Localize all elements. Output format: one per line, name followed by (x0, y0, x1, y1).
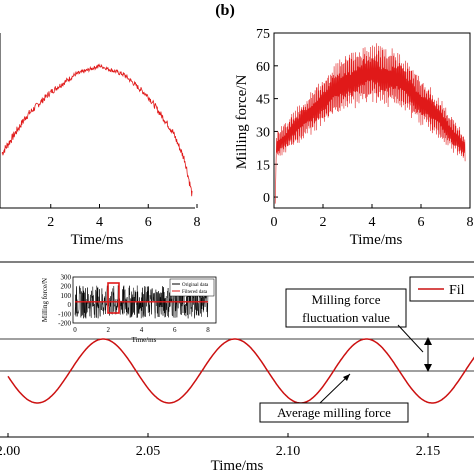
inset-x-label: Time/ms (132, 336, 157, 344)
inset-x-tick-label: 4 (140, 326, 144, 334)
inset-y-tick-label: 0 (68, 301, 72, 309)
fluctuation-box (285, 288, 407, 328)
y-tick-label: 15 (256, 158, 270, 173)
x-tick-label: 4 (96, 215, 103, 230)
panel-b-x-label: Time/ms (350, 232, 403, 248)
fluctuation-annotation: Milling force fluctuation value (285, 288, 432, 372)
inset-highlight-box (107, 282, 120, 314)
panel-b-line (274, 43, 466, 204)
fluctuation-line-1: Milling force (312, 292, 381, 307)
inset-series (74, 285, 209, 319)
y-tick-label: 30 (256, 125, 270, 140)
panel-a: 2 4 6 8 Time/ms (0, 33, 201, 248)
x-tick-label: 2.10 (276, 444, 301, 459)
panel-c-x-label: Time/ms (211, 458, 264, 474)
inset-y-label: Milling force/N (41, 278, 49, 322)
down-arrow-icon (424, 364, 432, 372)
x-tick-label: 6 (145, 215, 152, 230)
panel-a-line (1, 63, 193, 197)
x-tick-label: 4 (369, 215, 376, 230)
panel-c-x-ticks: 2.00 2.05 2.10 2.15 (0, 433, 440, 459)
inset-x-tick-label: 0 (73, 326, 77, 334)
inset-x-tick-label: 8 (206, 326, 210, 334)
up-arrow-icon (424, 337, 432, 345)
y-tick-label: 0 (263, 191, 270, 206)
x-tick-label: 8 (194, 215, 201, 230)
x-tick-label: 2.05 (136, 444, 161, 459)
panel-c-legend: Fil (409, 276, 474, 302)
x-tick-label: 2.00 (0, 444, 20, 459)
inset-legend: Original data Filtered data (169, 278, 215, 297)
inset-original-line (74, 285, 209, 319)
x-tick-label: 8 (467, 215, 474, 230)
panel-a-axes (0, 33, 195, 209)
panel-b-label: (b) (215, 2, 235, 19)
y-tick-label: 60 (256, 60, 270, 75)
panel-a-x-label: Time/ms (71, 232, 124, 248)
panel-c-line (7, 338, 474, 404)
inset-legend-original: Original data (182, 283, 209, 288)
x-tick-label: 2.15 (416, 444, 441, 459)
panel-c-series (7, 338, 474, 404)
inset-legend-box (169, 278, 215, 297)
pointer-arrow-icon (343, 374, 350, 381)
x-tick-label: 2 (320, 215, 327, 230)
inset-y-tick-label: 100 (61, 292, 72, 300)
inset-y-tick-label: -100 (58, 310, 71, 318)
y-tick-label: 75 (256, 27, 270, 42)
inset-y-tick-label: 300 (61, 274, 72, 282)
panel-b-series (274, 43, 466, 204)
x-tick-label: 2 (47, 215, 54, 230)
panel-a-x-ticks: 2 4 6 8 (47, 204, 201, 230)
panel-b: 0 2 4 6 8 0 15 30 45 60 75 Time/ms Milling force/N (234, 27, 474, 248)
panel-b-ticks: 0 2 4 6 8 0 15 30 45 60 75 (256, 27, 474, 230)
fluctuation-pointer (397, 324, 424, 353)
inset-x-tick-label: 2 (107, 326, 111, 334)
average-label: Average milling force (277, 405, 391, 420)
panel-c: 2.00 2.05 2.10 2.15 Time/ms Fil Milling for… (0, 261, 474, 474)
x-tick-label: 0 (271, 215, 278, 230)
x-tick-label: 6 (418, 215, 425, 230)
inset-legend-filtered: Filtered data (182, 290, 208, 295)
fluctuation-line-2: fluctuation value (302, 310, 390, 325)
inset-y-tick-label: -200 (58, 320, 71, 328)
inset-x-tick-label: 6 (173, 326, 177, 334)
legend-label: Fil (449, 283, 465, 298)
y-tick-label: 45 (256, 93, 270, 108)
inset-y-tick-label: 200 (61, 283, 72, 291)
average-box (259, 402, 409, 423)
panel-b-y-label: Milling force/N (234, 75, 250, 170)
average-annotation: Average milling force (259, 373, 409, 423)
panel-a-series (1, 63, 193, 197)
